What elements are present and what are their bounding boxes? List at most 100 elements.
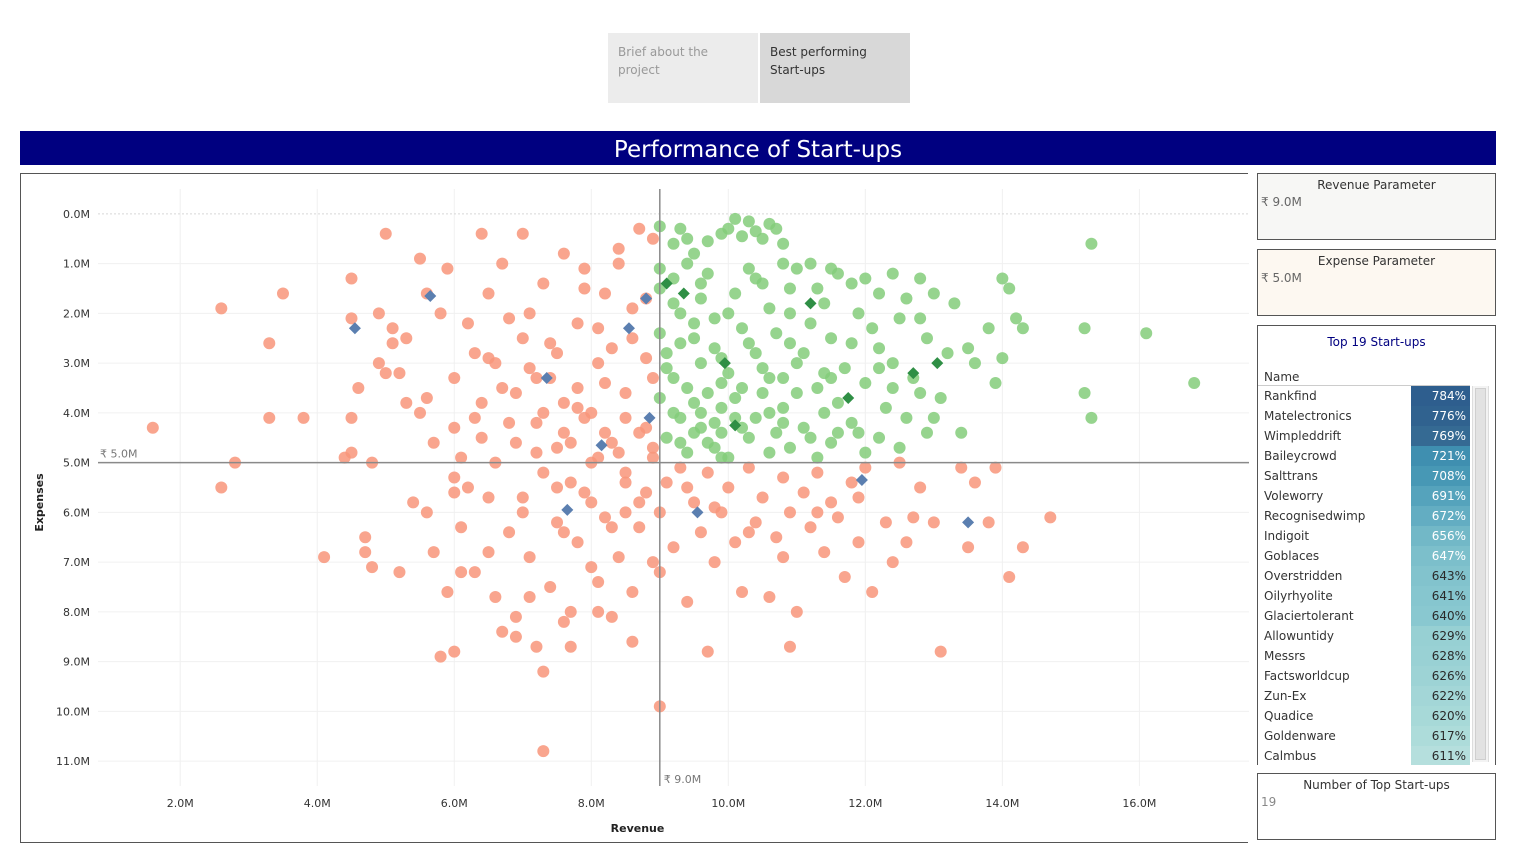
table-row[interactable]: Baileycrowd 721% bbox=[1258, 446, 1472, 466]
tab-best-performing-startups[interactable]: Best performing Start-ups bbox=[760, 33, 910, 103]
scatter-point-below-target bbox=[427, 436, 440, 449]
scatter-point-above-target bbox=[770, 426, 783, 439]
scatter-point-above-target bbox=[715, 426, 728, 439]
scatter-point-above-target bbox=[667, 297, 680, 310]
revenue-parameter-value[interactable]: ₹ 9.0M bbox=[1261, 195, 1302, 209]
x-tick-label: 4.0M bbox=[304, 797, 331, 810]
y-tick-label: 4.0M bbox=[63, 407, 90, 420]
scatter-point-below-target bbox=[516, 506, 529, 519]
scatter-point-above-target bbox=[948, 297, 961, 310]
scatter-point-below-target bbox=[646, 372, 659, 385]
expense-parameter-value[interactable]: ₹ 5.0M bbox=[1261, 271, 1302, 285]
scatter-point-above-target bbox=[989, 377, 1002, 390]
scatter-point-below-target bbox=[551, 441, 564, 454]
scatter-point-above-target bbox=[708, 416, 721, 429]
scatter-point-below-target bbox=[297, 411, 310, 424]
table-row[interactable]: Goldenware 617% bbox=[1258, 726, 1472, 746]
scatter-point-below-target bbox=[557, 526, 570, 539]
table-row[interactable]: Voleworry 691% bbox=[1258, 486, 1472, 506]
scatter-point-above-target bbox=[1010, 312, 1023, 325]
scatter-point-above-target bbox=[845, 337, 858, 350]
scatter-point-below-target bbox=[825, 496, 838, 509]
scatter-point-below-target bbox=[455, 521, 468, 534]
tab-brief-about-project[interactable]: Brief about the project bbox=[608, 33, 758, 103]
scatter-point-above-target bbox=[1003, 282, 1016, 295]
top-startup-marker-loss bbox=[640, 292, 653, 305]
top-startups-table: Top 19 Start-ups Name Rankfind 784% Matele… bbox=[1257, 325, 1496, 765]
table-row[interactable]: Calmbus 611% bbox=[1258, 746, 1472, 765]
table-row[interactable]: Recognisedwimp 672% bbox=[1258, 506, 1472, 526]
scatter-point-above-target bbox=[886, 382, 899, 394]
scatter-point-below-target bbox=[598, 511, 611, 524]
scatter-point-below-target bbox=[619, 411, 632, 424]
scatter-point-below-target bbox=[955, 461, 968, 474]
table-row[interactable]: Quadice 620% bbox=[1258, 706, 1472, 726]
scatter-point-below-target bbox=[736, 585, 749, 598]
y-tick-label: 0.0M bbox=[63, 208, 90, 221]
scatter-point-below-target bbox=[633, 222, 646, 235]
scatter-point-above-target bbox=[749, 347, 762, 360]
scatter-point-above-target bbox=[893, 312, 906, 325]
x-tick-label: 6.0M bbox=[441, 797, 468, 810]
scrollbar-thumb[interactable] bbox=[1475, 388, 1486, 760]
scatter-point-above-target bbox=[920, 426, 933, 439]
scatter-point-above-target bbox=[715, 227, 728, 240]
scatter-point-below-target bbox=[276, 287, 289, 300]
scatter-point-above-target bbox=[715, 451, 728, 464]
scatter-point-below-target bbox=[708, 501, 721, 514]
scatter-point-below-target bbox=[468, 411, 481, 424]
scatter-point-above-target bbox=[811, 382, 824, 394]
scatter-point-below-target bbox=[434, 307, 447, 320]
y-tick-label: 5.0M bbox=[63, 457, 90, 470]
scatter-chart-panel: 0.0M 1.0M 2.0M 3.0M 4.0M 5.0M 6.0M 7.0M 8.0M 9.0M… bbox=[20, 173, 1249, 844]
table-row[interactable]: Messrs 628% bbox=[1258, 646, 1472, 666]
scatter-point-below-target bbox=[934, 645, 947, 658]
startup-name: Goblaces bbox=[1264, 549, 1320, 563]
scatter-point-above-target bbox=[811, 282, 824, 295]
table-row[interactable]: Wimpleddrift 769% bbox=[1258, 426, 1472, 446]
scatter-point-below-target bbox=[585, 406, 598, 419]
y-tick-label: 9.0M bbox=[63, 656, 90, 669]
scatter-point-below-target bbox=[544, 337, 557, 350]
scatter-point-below-target bbox=[420, 391, 433, 404]
table-row[interactable]: Glaciertolerant 640% bbox=[1258, 606, 1472, 626]
profit-percent-cell: 622% bbox=[1411, 686, 1470, 706]
table-row[interactable]: Salttrans 708% bbox=[1258, 466, 1472, 486]
number-of-top-startups-card[interactable]: Number of Top Start-ups 19 bbox=[1257, 773, 1496, 840]
revenue-parameter-card[interactable]: Revenue Parameter ₹ 9.0M bbox=[1257, 173, 1496, 240]
scatter-point-below-target bbox=[783, 506, 796, 519]
scatter-chart[interactable]: 0.0M 1.0M 2.0M 3.0M 4.0M 5.0M 6.0M 7.0M 8.0M 9.0M… bbox=[21, 174, 1249, 844]
scatter-point-below-target bbox=[441, 262, 454, 275]
scatter-point-below-target bbox=[852, 491, 865, 504]
scatter-point-below-target bbox=[537, 406, 550, 419]
scatter-point-below-target bbox=[215, 481, 228, 494]
startup-name: Baileycrowd bbox=[1264, 449, 1337, 463]
table-row[interactable]: Indigoit 656% bbox=[1258, 526, 1472, 546]
table-row[interactable]: Goblaces 647% bbox=[1258, 546, 1472, 566]
table-row[interactable]: Overstridden 643% bbox=[1258, 566, 1472, 586]
scatter-point-below-target bbox=[646, 556, 659, 569]
table-row[interactable]: Allowuntidy 629% bbox=[1258, 626, 1472, 646]
scatter-point-below-target bbox=[537, 665, 550, 678]
table-row[interactable]: Factsworldcup 626% bbox=[1258, 666, 1472, 686]
number-parameter-value[interactable]: 19 bbox=[1261, 795, 1277, 809]
y-tick-label: 3.0M bbox=[63, 357, 90, 370]
scatter-point-above-target bbox=[962, 342, 975, 355]
scatter-point-above-target bbox=[660, 431, 673, 444]
table-row[interactable]: Oilyrhyolite 641% bbox=[1258, 586, 1472, 606]
expense-parameter-card[interactable]: Expense Parameter ₹ 5.0M bbox=[1257, 249, 1496, 316]
scatter-point-above-target bbox=[825, 262, 838, 275]
top-startup-marker-profit bbox=[677, 287, 690, 300]
revenue-parameter-title: Revenue Parameter bbox=[1317, 178, 1436, 192]
table-scrollbar[interactable] bbox=[1472, 386, 1489, 762]
table-row[interactable]: Zun-Ex 622% bbox=[1258, 686, 1472, 706]
table-row[interactable]: Rankfind 784% bbox=[1258, 386, 1472, 406]
x-axis-title: Revenue bbox=[611, 822, 665, 835]
scatter-point-below-target bbox=[1003, 571, 1016, 584]
scatter-point-below-target bbox=[722, 481, 735, 494]
scatter-point-below-target bbox=[646, 451, 659, 464]
table-row[interactable]: Matelectronics 776% bbox=[1258, 406, 1472, 426]
scatter-point-below-target bbox=[523, 307, 536, 320]
name-column-header[interactable]: Name bbox=[1264, 370, 1300, 384]
profit-percent-cell: 629% bbox=[1411, 626, 1470, 646]
